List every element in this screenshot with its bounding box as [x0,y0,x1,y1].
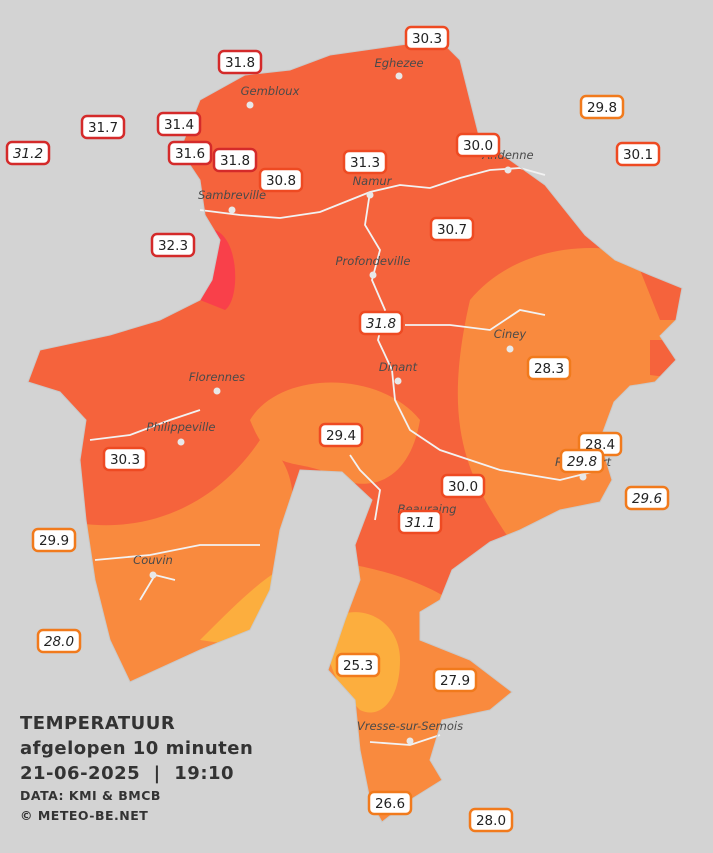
legend-datetime: 21-06-2025 | 19:10 [20,763,235,784]
city-dot [394,377,402,385]
temperature-label: 30.3 [110,452,140,468]
temperature-box [36,628,82,654]
city-name: Philippeville [147,420,216,434]
city-dot [369,271,377,279]
temperature-box [468,807,514,833]
temperature-label: 30.3 [412,31,442,47]
temperature-box [102,446,148,472]
temperature-box [156,111,202,137]
temperature-box [455,132,501,158]
temperature-box [258,167,304,193]
temperature-box [429,216,475,242]
city-dot [506,345,514,353]
city-dot [177,438,185,446]
city-name: Namur [353,174,393,188]
temperature-box [335,652,381,678]
city-dot [246,101,254,109]
temperature-label: 30.0 [448,479,478,495]
temperature-box [318,422,364,448]
temperature-label: 25.3 [343,658,373,674]
city-dot [149,571,157,579]
city-dot [406,737,414,745]
city-name: Gembloux [241,84,300,98]
temperature-box [404,25,450,51]
temperature-label: 30.7 [437,222,467,238]
temperature-box [80,114,126,140]
temperature-box [624,485,670,511]
temperature-label: 31.4 [164,117,194,133]
city-name: Florennes [189,370,245,384]
legend-copyright: © METEO-BE.NET [20,808,149,823]
city-name: Couvin [133,553,173,567]
legend-source: DATA: KMI & BMCB [20,788,161,803]
temperature-label: 30.0 [463,138,493,154]
temperature-label: 29.8 [567,454,597,470]
legend: TEMPERATUUR afgelopen 10 minuten 21-06-2… [20,711,253,826]
city-dot [395,72,403,80]
temperature-label: 28.0 [476,813,506,829]
temperature-label: 31.8 [366,316,396,332]
temperature-label: 30.1 [623,147,653,163]
temperature-box [432,667,478,693]
city-dot [504,166,512,174]
city-dot [213,387,221,395]
city-name: Vresse-sur-Semois [357,719,463,733]
temperature-box [150,232,196,258]
temperature-box [212,147,258,173]
temperature-label: 29.9 [39,533,69,549]
temperature-box [579,94,625,120]
temperature-label: 31.1 [405,515,435,531]
temperature-label: 28.3 [534,361,564,377]
temperature-box [367,790,413,816]
city-name: Sambreville [198,188,266,202]
legend-title: TEMPERATUUR [20,713,176,734]
city-dot [228,206,236,214]
temperature-label: 26.6 [375,796,405,812]
temperature-label: 31.2 [13,146,43,162]
temperature-box [615,141,661,167]
temperature-label: 31.3 [350,155,380,171]
temperature-box [217,49,263,75]
temperature-label: 28.0 [44,634,74,650]
temperature-label: 31.8 [220,153,250,169]
temperature-box [342,149,388,175]
temperature-box [526,355,572,381]
legend-subtitle: afgelopen 10 minuten [20,738,254,759]
temperature-label: 29.6 [632,491,662,507]
temperature-label: 31.6 [175,146,205,162]
temperature-box [559,448,605,474]
city-name: Profondeville [336,254,411,268]
temperature-layer: 30.3 31.8 29.8 31.7 31.4 30.0 31.2 31.6 31.8 31.3… [5,25,670,833]
city-name: Dinant [379,360,418,374]
temperature-label: 32.3 [158,238,188,254]
temperature-box [440,473,486,499]
temperature-label: 31.7 [88,120,118,136]
temperature-label: 29.8 [587,100,617,116]
temperature-box [397,509,443,535]
city-dot [366,191,374,199]
city-dot [579,473,587,481]
city-name: Ciney [494,327,527,341]
city-name: Eghezee [374,56,423,70]
temperature-label: 29.4 [326,428,356,444]
temperature-label: 30.8 [266,173,296,189]
temperature-box [167,140,213,166]
temperature-box [5,140,51,166]
temperature-box [31,527,77,553]
temperature-label: 31.8 [225,55,255,71]
temperature-box [358,310,404,336]
temperature-label: 27.9 [440,673,470,689]
